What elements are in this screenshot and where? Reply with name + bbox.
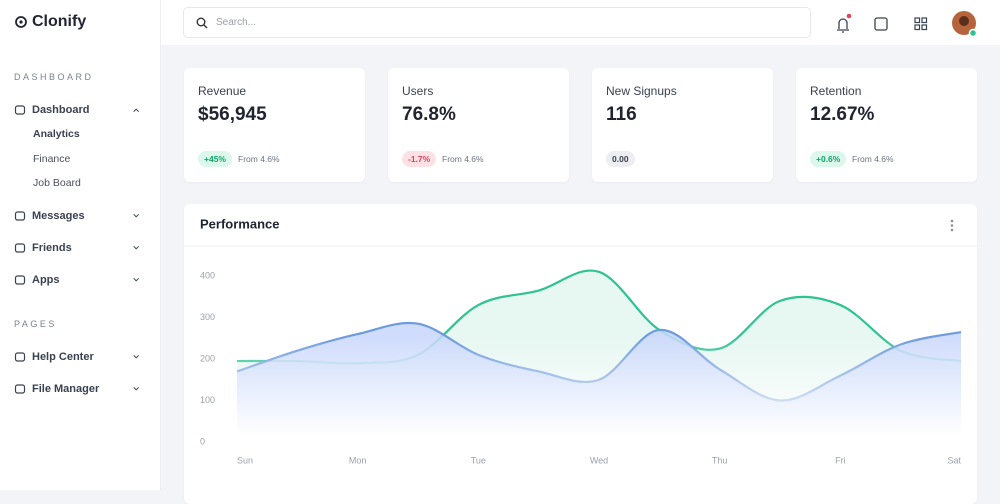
brand-logo bbox=[15, 16, 27, 28]
nav-label: Dashboard bbox=[32, 104, 90, 116]
nav-item[interactable]: Apps bbox=[14, 274, 148, 286]
stat-badge: -1.7% bbox=[402, 151, 437, 167]
section-title: DASHBOARD bbox=[14, 72, 94, 82]
x-tick-label: Thu bbox=[712, 455, 728, 465]
stat-badge: +45% bbox=[198, 151, 232, 167]
stat-value: 116 bbox=[606, 104, 637, 125]
nav-label: Friends bbox=[32, 241, 72, 254]
chevron bbox=[133, 386, 140, 391]
icon-shape bbox=[14, 351, 26, 362]
nav-label: Messages bbox=[32, 209, 85, 222]
header: Search... bbox=[161, 0, 1000, 45]
y-tick-label: 100 bbox=[200, 395, 215, 405]
chevron-icon bbox=[133, 108, 140, 113]
calendar-icon[interactable] bbox=[874, 17, 888, 31]
search-placeholder: Search... bbox=[216, 17, 257, 28]
icon-shape bbox=[14, 274, 26, 285]
icon-shape bbox=[14, 242, 26, 253]
logo-dot bbox=[19, 20, 23, 24]
stat-value: 12.67% bbox=[810, 104, 875, 125]
chevron-icon bbox=[133, 213, 140, 218]
stat-card: Revenue $56,945 +45% From 4.6% bbox=[184, 68, 365, 182]
stat-label: Revenue bbox=[198, 84, 247, 98]
y-tick-label: 300 bbox=[200, 312, 215, 322]
icon-shape bbox=[14, 383, 26, 394]
fade bbox=[235, 336, 963, 436]
stat-value: $56,945 bbox=[198, 104, 267, 125]
logo-ring bbox=[15, 16, 27, 28]
item-icon bbox=[14, 383, 26, 394]
nav-item[interactable]: File Manager bbox=[14, 383, 148, 395]
sidebar: Clonify DASHBOARD Dashboard Analytics Financ… bbox=[0, 0, 161, 490]
y-tick-label: 400 bbox=[200, 270, 215, 280]
item-icon bbox=[14, 210, 26, 221]
y-tick-label: 0 bbox=[200, 436, 205, 446]
chart: Performance 0 100 200 300 400 Sun Mon Tue Wed Thu… bbox=[184, 216, 977, 465]
chevron-icon bbox=[133, 386, 140, 391]
stat-note: From 4.6% bbox=[442, 154, 484, 164]
chevron bbox=[133, 108, 140, 113]
status-dot bbox=[968, 28, 978, 38]
x-tick-label: Wed bbox=[590, 455, 608, 465]
header-icons bbox=[837, 11, 978, 38]
apps-icon[interactable] bbox=[914, 17, 928, 31]
stat-label: Users bbox=[402, 84, 434, 98]
stat-label: Retention bbox=[810, 84, 862, 98]
item-icon bbox=[14, 351, 26, 362]
notification-dot bbox=[846, 13, 852, 19]
chevron bbox=[133, 277, 140, 282]
nav-label: Help Center bbox=[32, 350, 94, 363]
item-icon bbox=[14, 274, 26, 285]
x-tick-label: Fri bbox=[835, 455, 846, 465]
item-icon bbox=[14, 105, 26, 115]
bell-icon[interactable] bbox=[837, 18, 849, 33]
nav-label: File Manager bbox=[32, 382, 100, 395]
chevron-icon bbox=[133, 245, 140, 250]
section-title: PAGES bbox=[14, 318, 57, 329]
chevron bbox=[133, 213, 140, 218]
stat-badge: +0.6% bbox=[810, 151, 847, 167]
chevron bbox=[133, 245, 140, 250]
chevron bbox=[133, 354, 140, 359]
nav-item[interactable]: Friends bbox=[14, 242, 148, 254]
x-tick-label: Sat bbox=[947, 455, 961, 465]
y-tick-label: 200 bbox=[200, 353, 215, 363]
x-tick-label: Mon bbox=[349, 455, 367, 465]
stat-value: 76.8% bbox=[402, 104, 456, 125]
sub-item[interactable]: Job Board bbox=[33, 177, 81, 189]
search-box[interactable]: Search... bbox=[183, 7, 811, 38]
stat-card: Retention 12.67% +0.6% From 4.6% bbox=[796, 68, 977, 182]
stat-badge: 0.00 bbox=[606, 151, 635, 167]
x-tick-label: Sun bbox=[237, 455, 253, 465]
chevron-icon bbox=[133, 277, 140, 282]
nav-item[interactable]: Dashboard bbox=[14, 104, 148, 116]
more-menu[interactable] bbox=[950, 219, 954, 232]
item-icon bbox=[14, 242, 26, 253]
sub-item[interactable]: Analytics bbox=[33, 128, 80, 140]
performance-card: Performance 0 100 200 300 400 Sun Mon Tue Wed Thu… bbox=[184, 204, 977, 504]
chevron-icon bbox=[133, 354, 140, 359]
nav-item[interactable]: Messages bbox=[14, 210, 148, 222]
chart-title: Performance bbox=[200, 216, 279, 231]
stat-label: New Signups bbox=[606, 84, 677, 98]
stat-note: From 4.6% bbox=[852, 154, 894, 164]
brand-name: Clonify bbox=[32, 13, 87, 30]
brand[interactable]: Clonify bbox=[14, 13, 86, 31]
stat-note: From 4.6% bbox=[238, 154, 280, 164]
icon-shape bbox=[14, 210, 26, 221]
x-tick-label: Tue bbox=[471, 455, 486, 465]
sub-item[interactable]: Finance bbox=[33, 152, 71, 165]
avatar-face bbox=[959, 16, 969, 26]
search-icon bbox=[196, 17, 208, 28]
nav-item[interactable]: Help Center bbox=[14, 351, 148, 363]
stat-card: New Signups 116 0.00 bbox=[592, 68, 773, 182]
icon-shape bbox=[14, 105, 26, 115]
stat-card: Users 76.8% -1.7% From 4.6% bbox=[388, 68, 569, 182]
nav-label: Apps bbox=[32, 273, 60, 286]
